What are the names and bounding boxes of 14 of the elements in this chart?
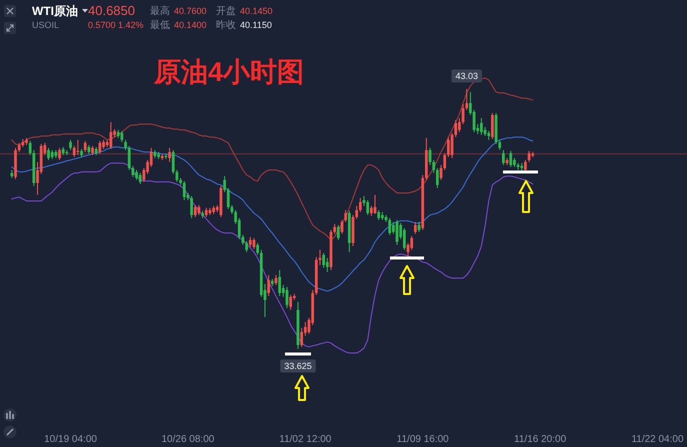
header-symbol: WTI原油 USOIL [32, 4, 78, 30]
x-tick-label: 11/22 04:00 [631, 434, 684, 445]
header-price: 40.6850 0.5700 1.42% [88, 3, 144, 30]
annotation: 33.625 [284, 361, 312, 372]
annotation: 43.03 [455, 71, 478, 82]
header-quote: 最高 40.7600 开盘 40.1450 最低 40.1400 昨收 40.1150 [150, 6, 273, 31]
x-tick-label: 11/09 16:00 [396, 434, 450, 445]
chart-title: 原油4小时图 [152, 57, 304, 87]
price-label: 33.625 [280, 360, 316, 372]
x-tick-label: 10/19 04:00 [44, 434, 98, 445]
x-tick-label: 11/02 12:00 [279, 434, 332, 445]
price-label: 43.03 [451, 70, 482, 82]
x-tick-label: 10/26 08:00 [162, 434, 215, 445]
x-tick-label: 11/16 20:00 [514, 434, 567, 445]
